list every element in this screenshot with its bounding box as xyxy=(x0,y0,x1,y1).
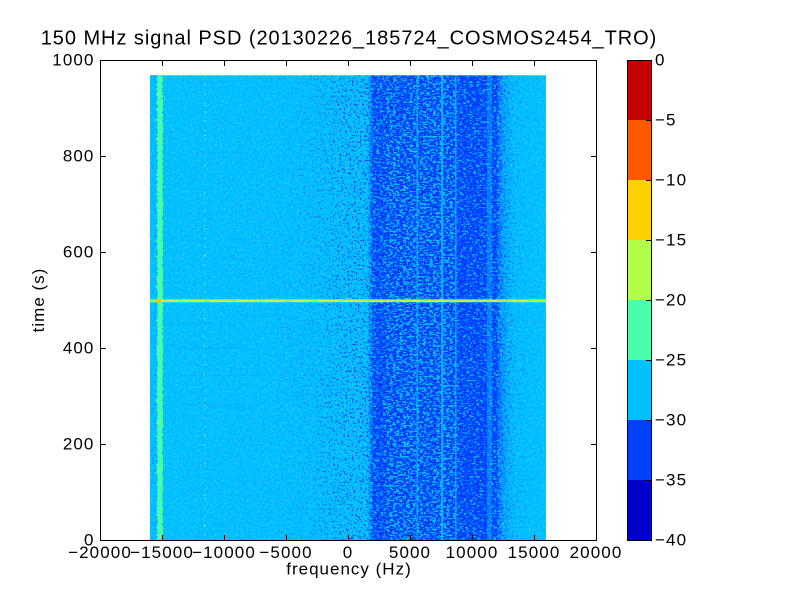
svg-text:−15: −15 xyxy=(655,231,687,250)
svg-text:10000: 10000 xyxy=(446,543,499,562)
svg-text:20000: 20000 xyxy=(570,543,623,562)
svg-text:150 MHz signal PSD (20130226_1: 150 MHz signal PSD (20130226_185724_COSM… xyxy=(41,28,658,50)
svg-text:0: 0 xyxy=(84,531,95,550)
svg-text:−20: −20 xyxy=(655,291,687,310)
svg-text:frequency (Hz): frequency (Hz) xyxy=(286,560,411,579)
svg-text:−15000: −15000 xyxy=(130,543,194,562)
svg-text:−20000: −20000 xyxy=(68,543,132,562)
svg-text:1000: 1000 xyxy=(52,51,94,70)
svg-text:−35: −35 xyxy=(655,471,687,490)
svg-text:15000: 15000 xyxy=(508,543,561,562)
svg-text:−30: −30 xyxy=(655,411,687,430)
svg-text:400: 400 xyxy=(63,339,95,358)
svg-text:−5: −5 xyxy=(655,111,677,130)
svg-text:200: 200 xyxy=(63,435,95,454)
svg-text:−10000: −10000 xyxy=(192,543,256,562)
svg-text:0: 0 xyxy=(655,51,666,70)
svg-text:−5000: −5000 xyxy=(259,543,312,562)
svg-text:5000: 5000 xyxy=(389,543,431,562)
svg-text:time (s): time (s) xyxy=(29,268,48,333)
svg-text:0: 0 xyxy=(343,543,354,562)
svg-text:−25: −25 xyxy=(655,351,687,370)
svg-text:600: 600 xyxy=(63,243,95,262)
svg-text:−40: −40 xyxy=(655,531,687,550)
svg-text:800: 800 xyxy=(63,147,95,166)
svg-text:−10: −10 xyxy=(655,171,687,190)
